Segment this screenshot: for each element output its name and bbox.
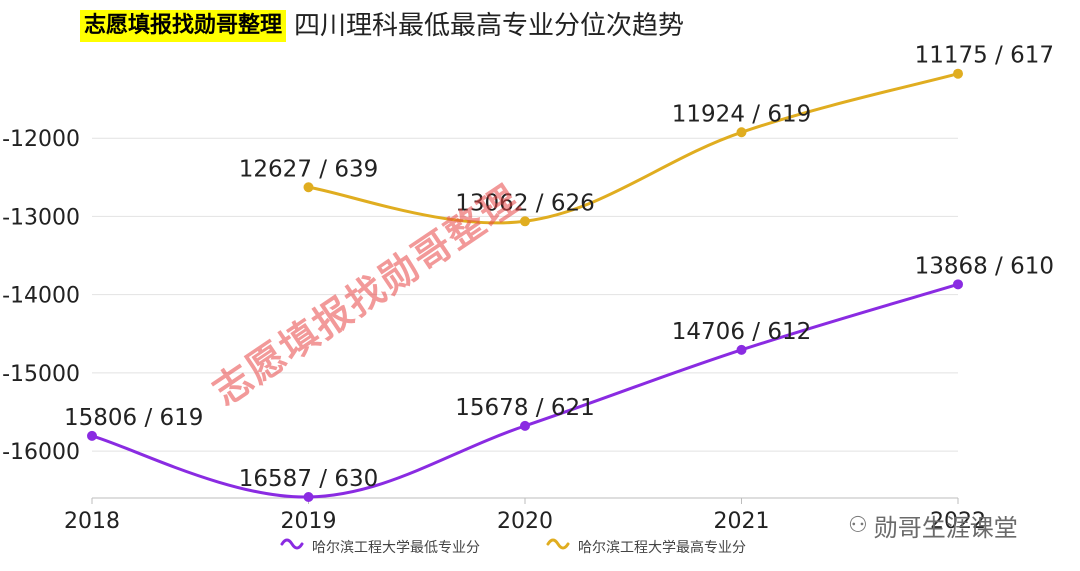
y-tick-label-0: -12000 (2, 127, 80, 152)
data-label-1-1: 12627 / 639 (239, 156, 378, 182)
x-tick-label-1: 2019 (281, 509, 337, 534)
title-badge: 志愿填报找勋哥整理 (80, 10, 287, 42)
legend-label-1: 哈尔滨工程大学最高专业分 (578, 539, 746, 556)
title-text: 四川理科最低最高专业分位次趋势 (294, 11, 685, 41)
legend-marker-1 (546, 538, 570, 550)
data-label-0-0: 15806 / 619 (64, 405, 203, 431)
x-tick-label-4: 2022 (930, 509, 986, 534)
data-label-0-2: 15678 / 621 (455, 395, 594, 421)
data-label-0-1: 16587 / 630 (239, 466, 378, 492)
data-label-0-4: 13868 / 610 (915, 253, 1054, 279)
brand: ⚇ 勋哥生涯课堂 (848, 508, 1018, 543)
x-tick-label-2: 2020 (497, 509, 553, 534)
data-point-0-3 (736, 344, 747, 355)
data-point-0-1 (303, 491, 314, 502)
x-tick-label-0: 2018 (64, 509, 120, 534)
series-line-1 (307, 72, 960, 225)
wechat-icon: ⚇ (848, 513, 868, 538)
data-point-0-0 (87, 430, 97, 441)
legend-marker-0 (280, 538, 304, 550)
data-label-1-2: 13062 / 626 (455, 190, 594, 216)
data-point-0-4 (953, 279, 963, 290)
data-point-1-3 (736, 127, 747, 138)
legend-label-0: 哈尔滨工程大学最低专业分 (312, 540, 480, 556)
data-point-0-2 (520, 420, 530, 431)
data-point-1-2 (520, 216, 530, 227)
data-label-0-3: 14706 / 612 (672, 319, 811, 345)
data-point-1-4 (953, 68, 963, 79)
y-tick-label-2: -14000 (2, 284, 80, 309)
y-tick-label-4: -16000 (2, 440, 80, 465)
y-tick-label-3: -15000 (2, 362, 80, 387)
chart-title: 志愿填报找勋哥整理 四川理科最低最高专业分位次趋势 (80, 6, 684, 46)
y-tick-label-1: -13000 (2, 205, 80, 230)
brand-text: 勋哥生涯课堂 (873, 514, 1018, 542)
data-label-1-3: 11924 / 619 (672, 101, 811, 127)
x-tick-label-3: 2021 (714, 509, 770, 534)
data-label-1-4: 11175 / 617 (915, 43, 1054, 69)
data-point-1-1 (303, 182, 314, 193)
